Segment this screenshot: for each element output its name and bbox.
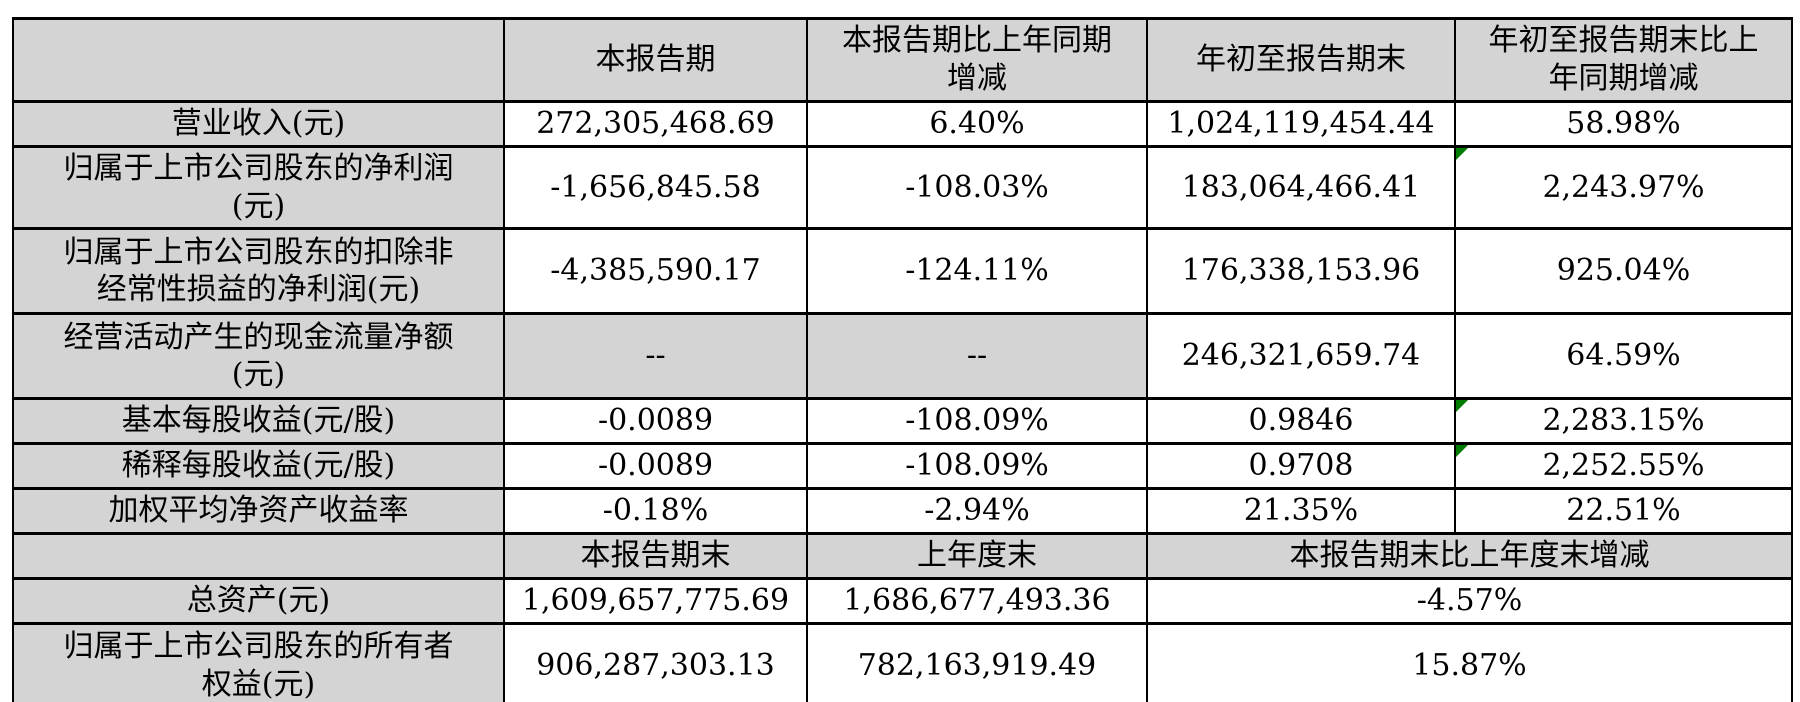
header-row-1: 本报告期 本报告期比上年同期 增减 年初至报告期末 年初至报告期末比上 年同期增… xyxy=(12,17,1793,103)
cell-value: -0.18% xyxy=(503,486,808,535)
cell-value: 183,064,466.41 xyxy=(1146,144,1456,231)
row-operating-revenue: 营业收入(元) 272,305,468.69 6.40% 1,024,119,4… xyxy=(12,100,1793,148)
cell-value: 6.40% xyxy=(806,100,1148,148)
cell-value: -0.0089 xyxy=(503,397,808,446)
row-label: 经营活动产生的现金流量净额 (元) xyxy=(12,312,505,401)
header-end-of-period: 本报告期末 xyxy=(503,531,808,580)
row-owners-equity-attributable: 归属于上市公司股东的所有者 权益(元) 906,287,303.13 782,1… xyxy=(12,621,1793,702)
cell-value: 22.51% xyxy=(1454,486,1793,535)
row-label: 总资产(元) xyxy=(12,576,505,625)
cell-value: 0.9708 xyxy=(1146,442,1456,490)
cell-value: 1,686,677,493.36 xyxy=(806,576,1148,625)
row-label: 基本每股收益(元/股) xyxy=(12,397,505,446)
cell-value: 176,338,153.96 xyxy=(1146,227,1456,316)
cell-value: -4.57% xyxy=(1146,576,1793,625)
row-total-assets: 总资产(元) 1,609,657,775.69 1,686,677,493.36… xyxy=(12,576,1793,625)
row-operating-cash-flow: 经营活动产生的现金流量净额 (元) -- -- 246,321,659.74 6… xyxy=(12,312,1793,401)
cell-value: -2.94% xyxy=(806,486,1148,535)
cell-value: 925.04% xyxy=(1454,227,1793,316)
row-label: 归属于上市公司股东的净利润 (元) xyxy=(12,144,505,231)
row-label: 加权平均净资产收益率 xyxy=(12,486,505,535)
cell-value: -0.0089 xyxy=(503,442,808,490)
row-label: 营业收入(元) xyxy=(12,100,505,148)
header-end-of-last-year: 上年度末 xyxy=(806,531,1148,580)
financial-summary-table: 本报告期 本报告期比上年同期 增减 年初至报告期末 年初至报告期末比上 年同期增… xyxy=(12,17,1793,702)
cell-value: -124.11% xyxy=(806,227,1148,316)
cell-value: 0.9846 xyxy=(1146,397,1456,446)
row-label: 稀释每股收益(元/股) xyxy=(12,442,505,490)
row-diluted-eps: 稀释每股收益(元/股) -0.0089 -108.09% 0.9708 2,25… xyxy=(12,442,1793,490)
corner-marker-icon xyxy=(1457,401,1468,413)
cell-value: 1,024,119,454.44 xyxy=(1146,100,1456,148)
cell-value: 1,609,657,775.69 xyxy=(503,576,808,625)
cell-value: 782,163,919.49 xyxy=(806,621,1148,702)
corner-marker-icon xyxy=(1457,149,1468,160)
row-net-profit-attributable: 归属于上市公司股东的净利润 (元) -1,656,845.58 -108.03%… xyxy=(12,144,1793,231)
cell-value: 15.87% xyxy=(1146,621,1793,702)
row-basic-eps: 基本每股收益(元/股) -0.0089 -108.09% 0.9846 2,28… xyxy=(12,397,1793,446)
cell-value: 906,287,303.13 xyxy=(503,621,808,702)
cell-value: 2,252.55% xyxy=(1454,442,1793,490)
cell-value: 2,283.15% xyxy=(1454,397,1793,446)
cell-value: -4,385,590.17 xyxy=(503,227,808,316)
cell-value-na: -- xyxy=(806,312,1148,401)
cell-value-na: -- xyxy=(503,312,808,401)
cell-value: -108.03% xyxy=(806,144,1148,231)
cell-value: 21.35% xyxy=(1146,486,1456,535)
header-current-period: 本报告期 xyxy=(503,17,808,103)
header-current-period-yoy-change: 本报告期比上年同期 增减 xyxy=(806,17,1148,103)
corner-marker-icon xyxy=(1457,446,1468,458)
cell-value: -1,656,845.58 xyxy=(503,144,808,231)
cell-value: -108.09% xyxy=(806,442,1148,490)
header-period-end-change: 本报告期末比上年度末增减 xyxy=(1146,531,1793,580)
cell-value: -108.09% xyxy=(806,397,1148,446)
cell-value: 64.59% xyxy=(1454,312,1793,401)
cell-value: 58.98% xyxy=(1454,100,1793,148)
header-ytd-yoy-change: 年初至报告期末比上 年同期增减 xyxy=(1454,17,1793,103)
cell-value: 246,321,659.74 xyxy=(1146,312,1456,401)
row-label: 归属于上市公司股东的扣除非 经常性损益的净利润(元) xyxy=(12,227,505,316)
header-corner-cell xyxy=(12,17,505,103)
header-corner-cell-2 xyxy=(12,531,505,580)
row-weighted-avg-roe: 加权平均净资产收益率 -0.18% -2.94% 21.35% 22.51% xyxy=(12,486,1793,535)
cell-value: 272,305,468.69 xyxy=(503,100,808,148)
cell-value: 2,243.97% xyxy=(1454,144,1793,231)
row-label: 归属于上市公司股东的所有者 权益(元) xyxy=(12,621,505,702)
row-net-profit-excl-nonrecurring: 归属于上市公司股东的扣除非 经常性损益的净利润(元) -4,385,590.17… xyxy=(12,227,1793,316)
header-row-2: 本报告期末 上年度末 本报告期末比上年度末增减 xyxy=(12,531,1793,580)
header-ytd: 年初至报告期末 xyxy=(1146,17,1456,103)
